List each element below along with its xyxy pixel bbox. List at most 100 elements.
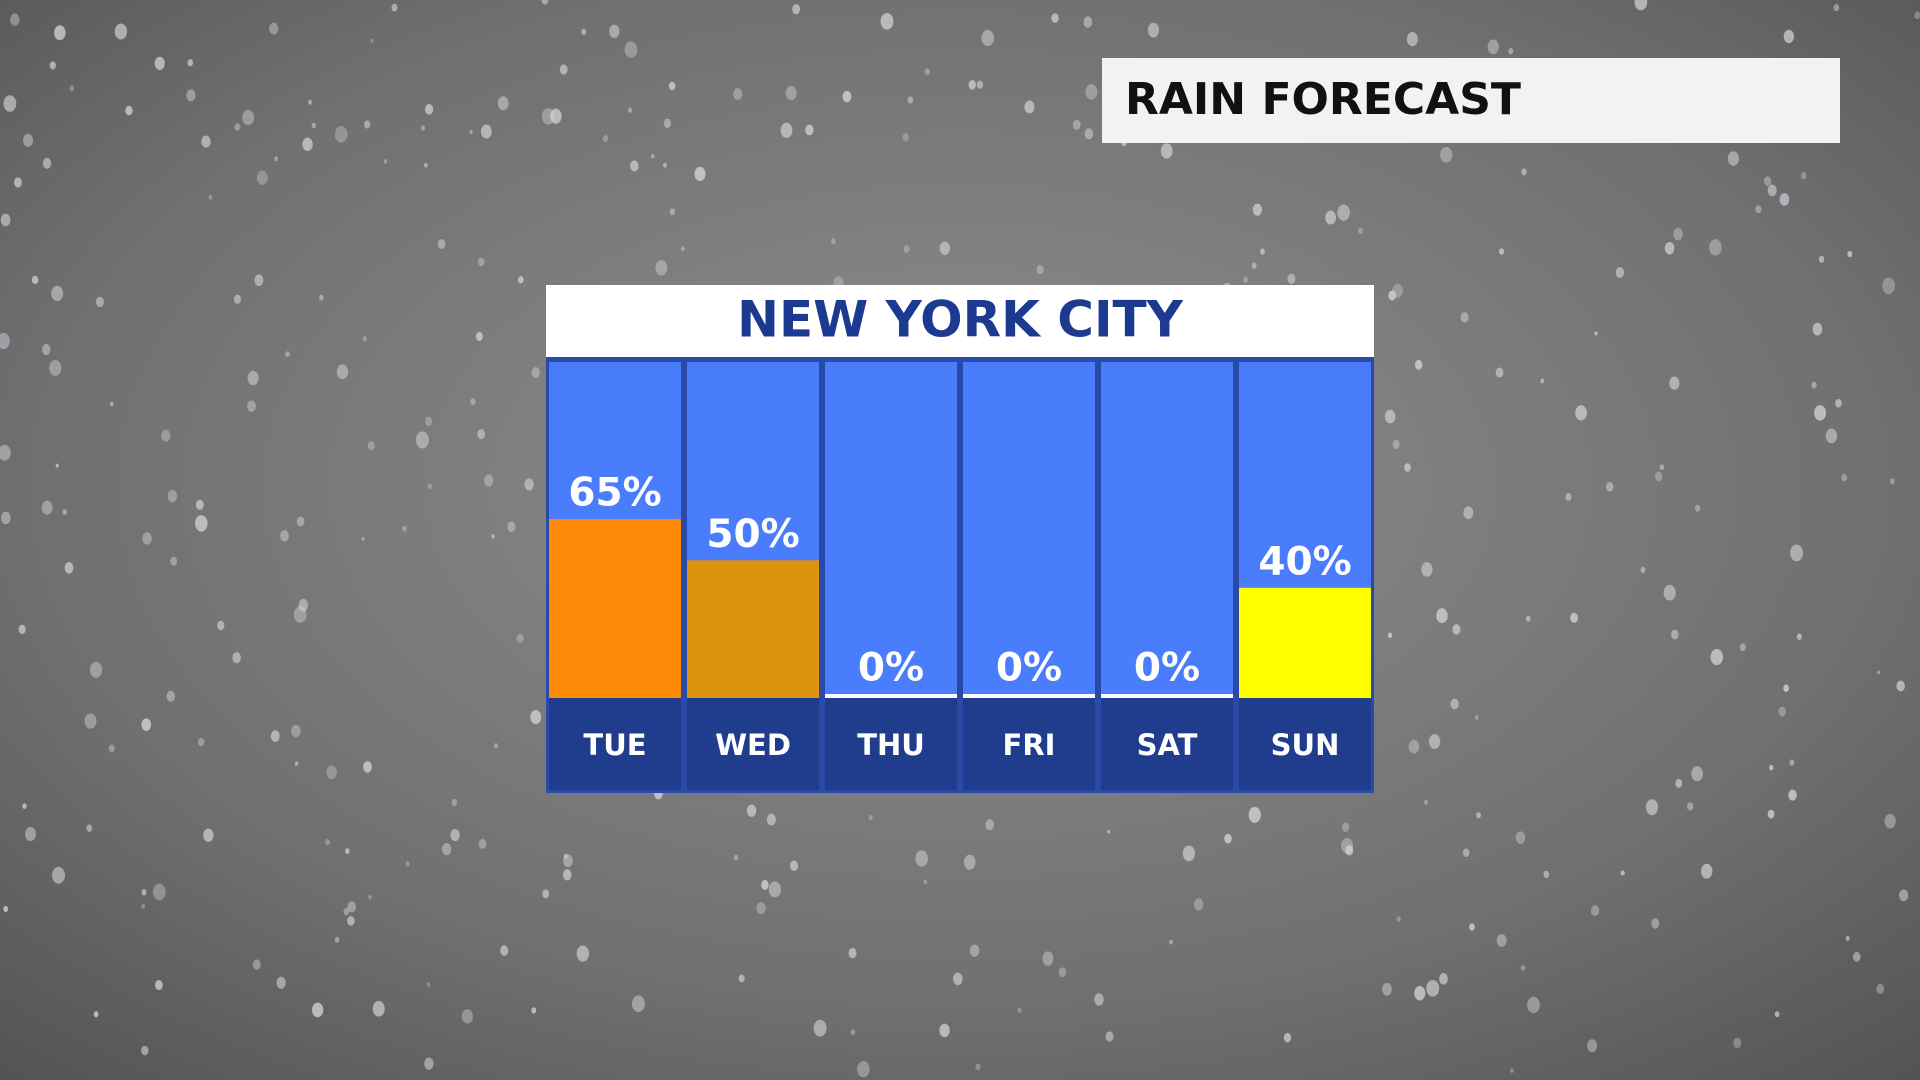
raindrop [232, 652, 241, 664]
raindrop [276, 976, 286, 989]
raindrop [1521, 168, 1527, 176]
raindrop [1767, 184, 1777, 197]
raindrop [746, 804, 757, 817]
raindrop [1778, 706, 1786, 717]
raindrop [541, 0, 549, 5]
raindrop [233, 294, 241, 304]
raindrop [562, 869, 572, 881]
raindrop [347, 901, 357, 913]
raindrop [915, 850, 928, 867]
raindrop [203, 828, 214, 842]
raindrop [424, 1057, 434, 1070]
bar [687, 560, 819, 698]
raindrop [831, 238, 836, 245]
raindrop [1495, 367, 1504, 378]
raindrop [1659, 464, 1665, 471]
raindrop [343, 907, 350, 916]
raindrop [1789, 759, 1795, 766]
raindrop [531, 367, 540, 379]
raindrop [141, 903, 146, 909]
raindrop [1428, 734, 1441, 749]
raindrop [1248, 806, 1261, 823]
raindrop [1575, 405, 1587, 421]
raindrop [1508, 47, 1514, 55]
raindrop [450, 829, 460, 842]
raindrop [1898, 889, 1909, 902]
raindrop [0, 213, 11, 227]
raindrop [493, 742, 499, 749]
raindrop [114, 23, 128, 40]
raindrop [1283, 1032, 1292, 1043]
raindrop [1739, 643, 1746, 652]
raindrop [1406, 31, 1418, 47]
raindrop [1673, 227, 1683, 241]
raindrop [1341, 822, 1350, 832]
raindrop [477, 257, 485, 267]
x-tick-label: TUE [583, 728, 646, 762]
raindrop [186, 89, 196, 102]
raindrop [470, 398, 476, 406]
raindrop [1382, 982, 1392, 996]
baseline [1101, 694, 1233, 698]
raindrop [1525, 615, 1531, 622]
panel [546, 285, 1374, 793]
raindrop [903, 245, 910, 254]
raindrop [1084, 128, 1094, 140]
raindrop [1452, 624, 1461, 635]
raindrop [1882, 277, 1896, 295]
raindrop [208, 194, 213, 200]
raindrop [1783, 684, 1789, 692]
raindrop [1709, 239, 1722, 256]
raindrop [785, 85, 797, 101]
raindrop [576, 945, 590, 962]
raindrop [1515, 831, 1526, 844]
raindrop [1896, 680, 1905, 692]
day-band [963, 698, 1095, 790]
raindrop [423, 162, 428, 168]
raindrop [372, 1000, 385, 1017]
raindrop [1620, 870, 1625, 876]
raindrop [95, 296, 104, 308]
raindrop [531, 1007, 537, 1014]
raindrop [1700, 863, 1713, 879]
raindrop [336, 364, 349, 380]
raindrop [367, 441, 375, 451]
raindrop [518, 276, 524, 284]
raindrop [790, 860, 799, 871]
raindrop [311, 1002, 324, 1018]
raindrop [1686, 802, 1694, 811]
raindrop [0, 444, 11, 461]
raindrop [1042, 951, 1054, 966]
raindrop [1160, 143, 1173, 159]
raindrop [1450, 698, 1459, 710]
day-band [549, 698, 681, 790]
raindrop [632, 995, 645, 1013]
raindrop [1727, 151, 1739, 166]
raindrop [1790, 544, 1804, 562]
value-label: 0% [858, 646, 924, 691]
raindrop [64, 562, 74, 574]
raindrop [368, 895, 372, 900]
raindrop [880, 12, 894, 30]
raindrop [154, 980, 163, 991]
raindrop [733, 88, 743, 100]
raindrop [108, 744, 115, 753]
raindrop [1421, 562, 1433, 577]
raindrop [1474, 715, 1479, 720]
raindrop [1811, 381, 1817, 389]
raindrop [293, 606, 307, 623]
raindrop [141, 889, 147, 896]
raindrop [1287, 273, 1296, 285]
chart-title: NEW YORK CITY [737, 291, 1184, 349]
raindrop [1675, 778, 1683, 788]
raindrop [668, 81, 676, 91]
raindrop [247, 400, 256, 412]
raindrop [469, 129, 473, 134]
header-box [1102, 58, 1840, 143]
raindrop [166, 690, 176, 702]
raindrop [1460, 312, 1469, 323]
raindrop [1083, 16, 1093, 28]
raindrop [254, 274, 264, 287]
raindrop [651, 154, 655, 159]
raindrop [347, 915, 355, 926]
